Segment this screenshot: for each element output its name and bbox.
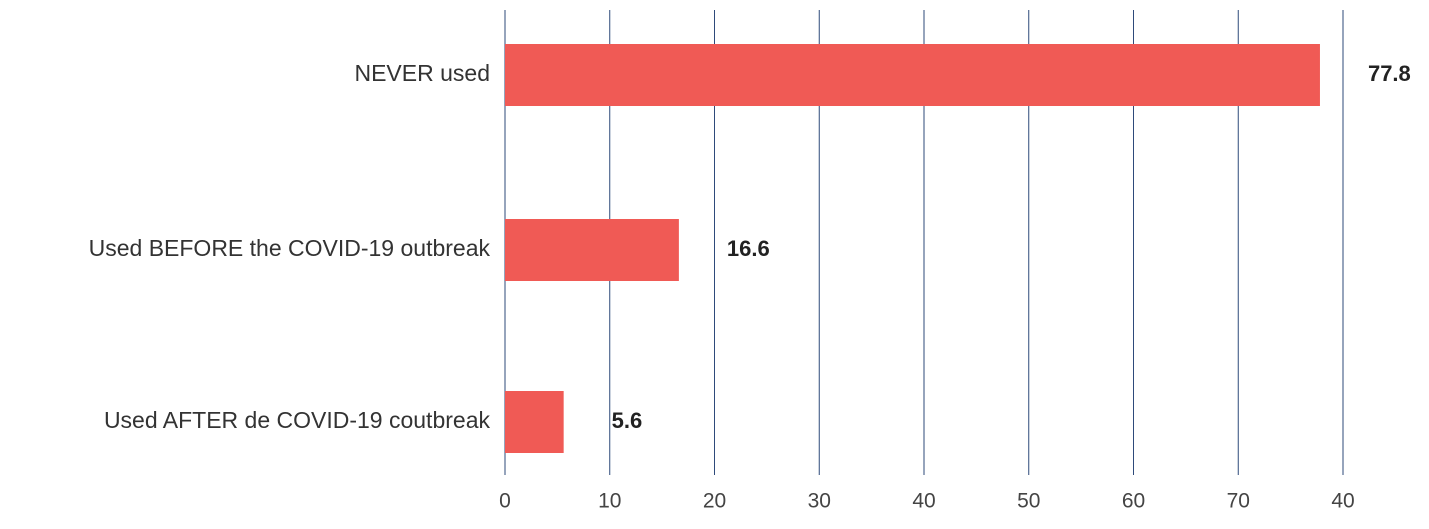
value-label: 5.6 — [612, 408, 643, 433]
x-tick-label: 60 — [1122, 490, 1145, 513]
category-label: Used AFTER de COVID-19 coutbreak — [104, 407, 491, 433]
x-tick-label: 10 — [598, 490, 621, 513]
value-label: 77.8 — [1368, 61, 1411, 86]
bar — [505, 391, 564, 453]
x-tick-label: 0 — [499, 490, 511, 513]
x-tick-label: 30 — [808, 490, 831, 513]
category-label: Used BEFORE the COVID-19 outbreak — [89, 235, 491, 261]
x-tick-label: 40 — [1331, 490, 1354, 513]
x-tick-label: 70 — [1227, 490, 1250, 513]
x-tick-label: 20 — [703, 490, 726, 513]
category-label: NEVER used — [354, 60, 490, 86]
value-label: 16.6 — [727, 236, 770, 261]
x-tick-label: 40 — [912, 490, 935, 513]
bar — [505, 44, 1320, 106]
x-tick-label: 50 — [1017, 490, 1040, 513]
bar — [505, 219, 679, 281]
